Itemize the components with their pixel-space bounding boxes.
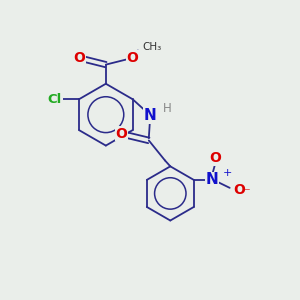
Text: CH₃: CH₃ <box>142 42 162 52</box>
Text: ⁻: ⁻ <box>244 187 250 200</box>
Text: O: O <box>116 127 128 141</box>
Text: Cl: Cl <box>48 93 62 106</box>
Text: +: + <box>223 168 232 178</box>
Text: O: O <box>233 183 245 197</box>
Text: N: N <box>206 172 218 188</box>
Text: N: N <box>144 108 157 123</box>
Text: O: O <box>209 151 221 165</box>
Text: O: O <box>74 51 85 65</box>
Text: O: O <box>126 51 138 65</box>
Text: H: H <box>163 101 171 115</box>
